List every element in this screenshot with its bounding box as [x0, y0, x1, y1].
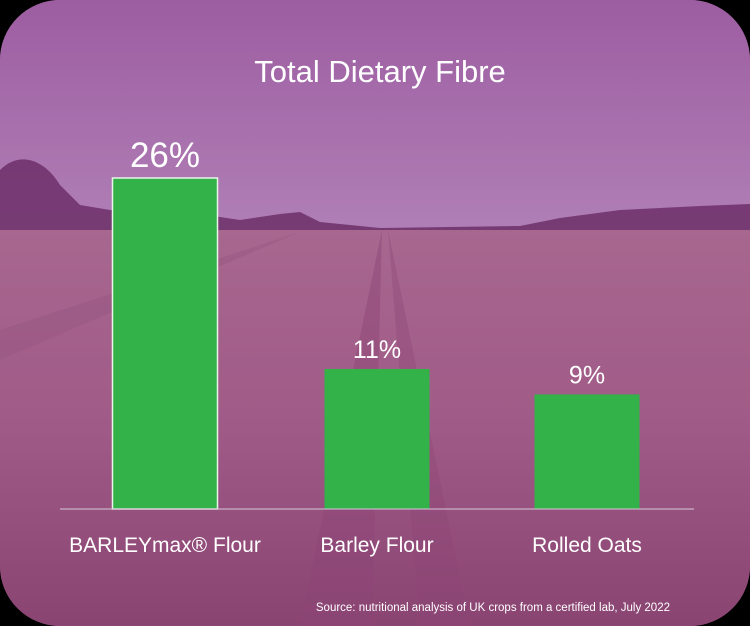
- bar-2: [324, 368, 430, 509]
- data-label-3: 9%: [569, 361, 605, 389]
- chart-title: Total Dietary Fibre: [254, 54, 506, 89]
- source-note: Source: nutritional analysis of UK crops…: [316, 602, 670, 614]
- category-label-2: Barley Flour: [320, 534, 433, 557]
- bar-1: [111, 177, 219, 510]
- data-label-1: 26%: [130, 136, 200, 175]
- data-label-2: 11%: [353, 336, 401, 364]
- category-label-1: BARLEYmax® Flour: [69, 534, 261, 557]
- category-label-3: Rolled Oats: [532, 534, 642, 557]
- bar-3: [534, 394, 640, 509]
